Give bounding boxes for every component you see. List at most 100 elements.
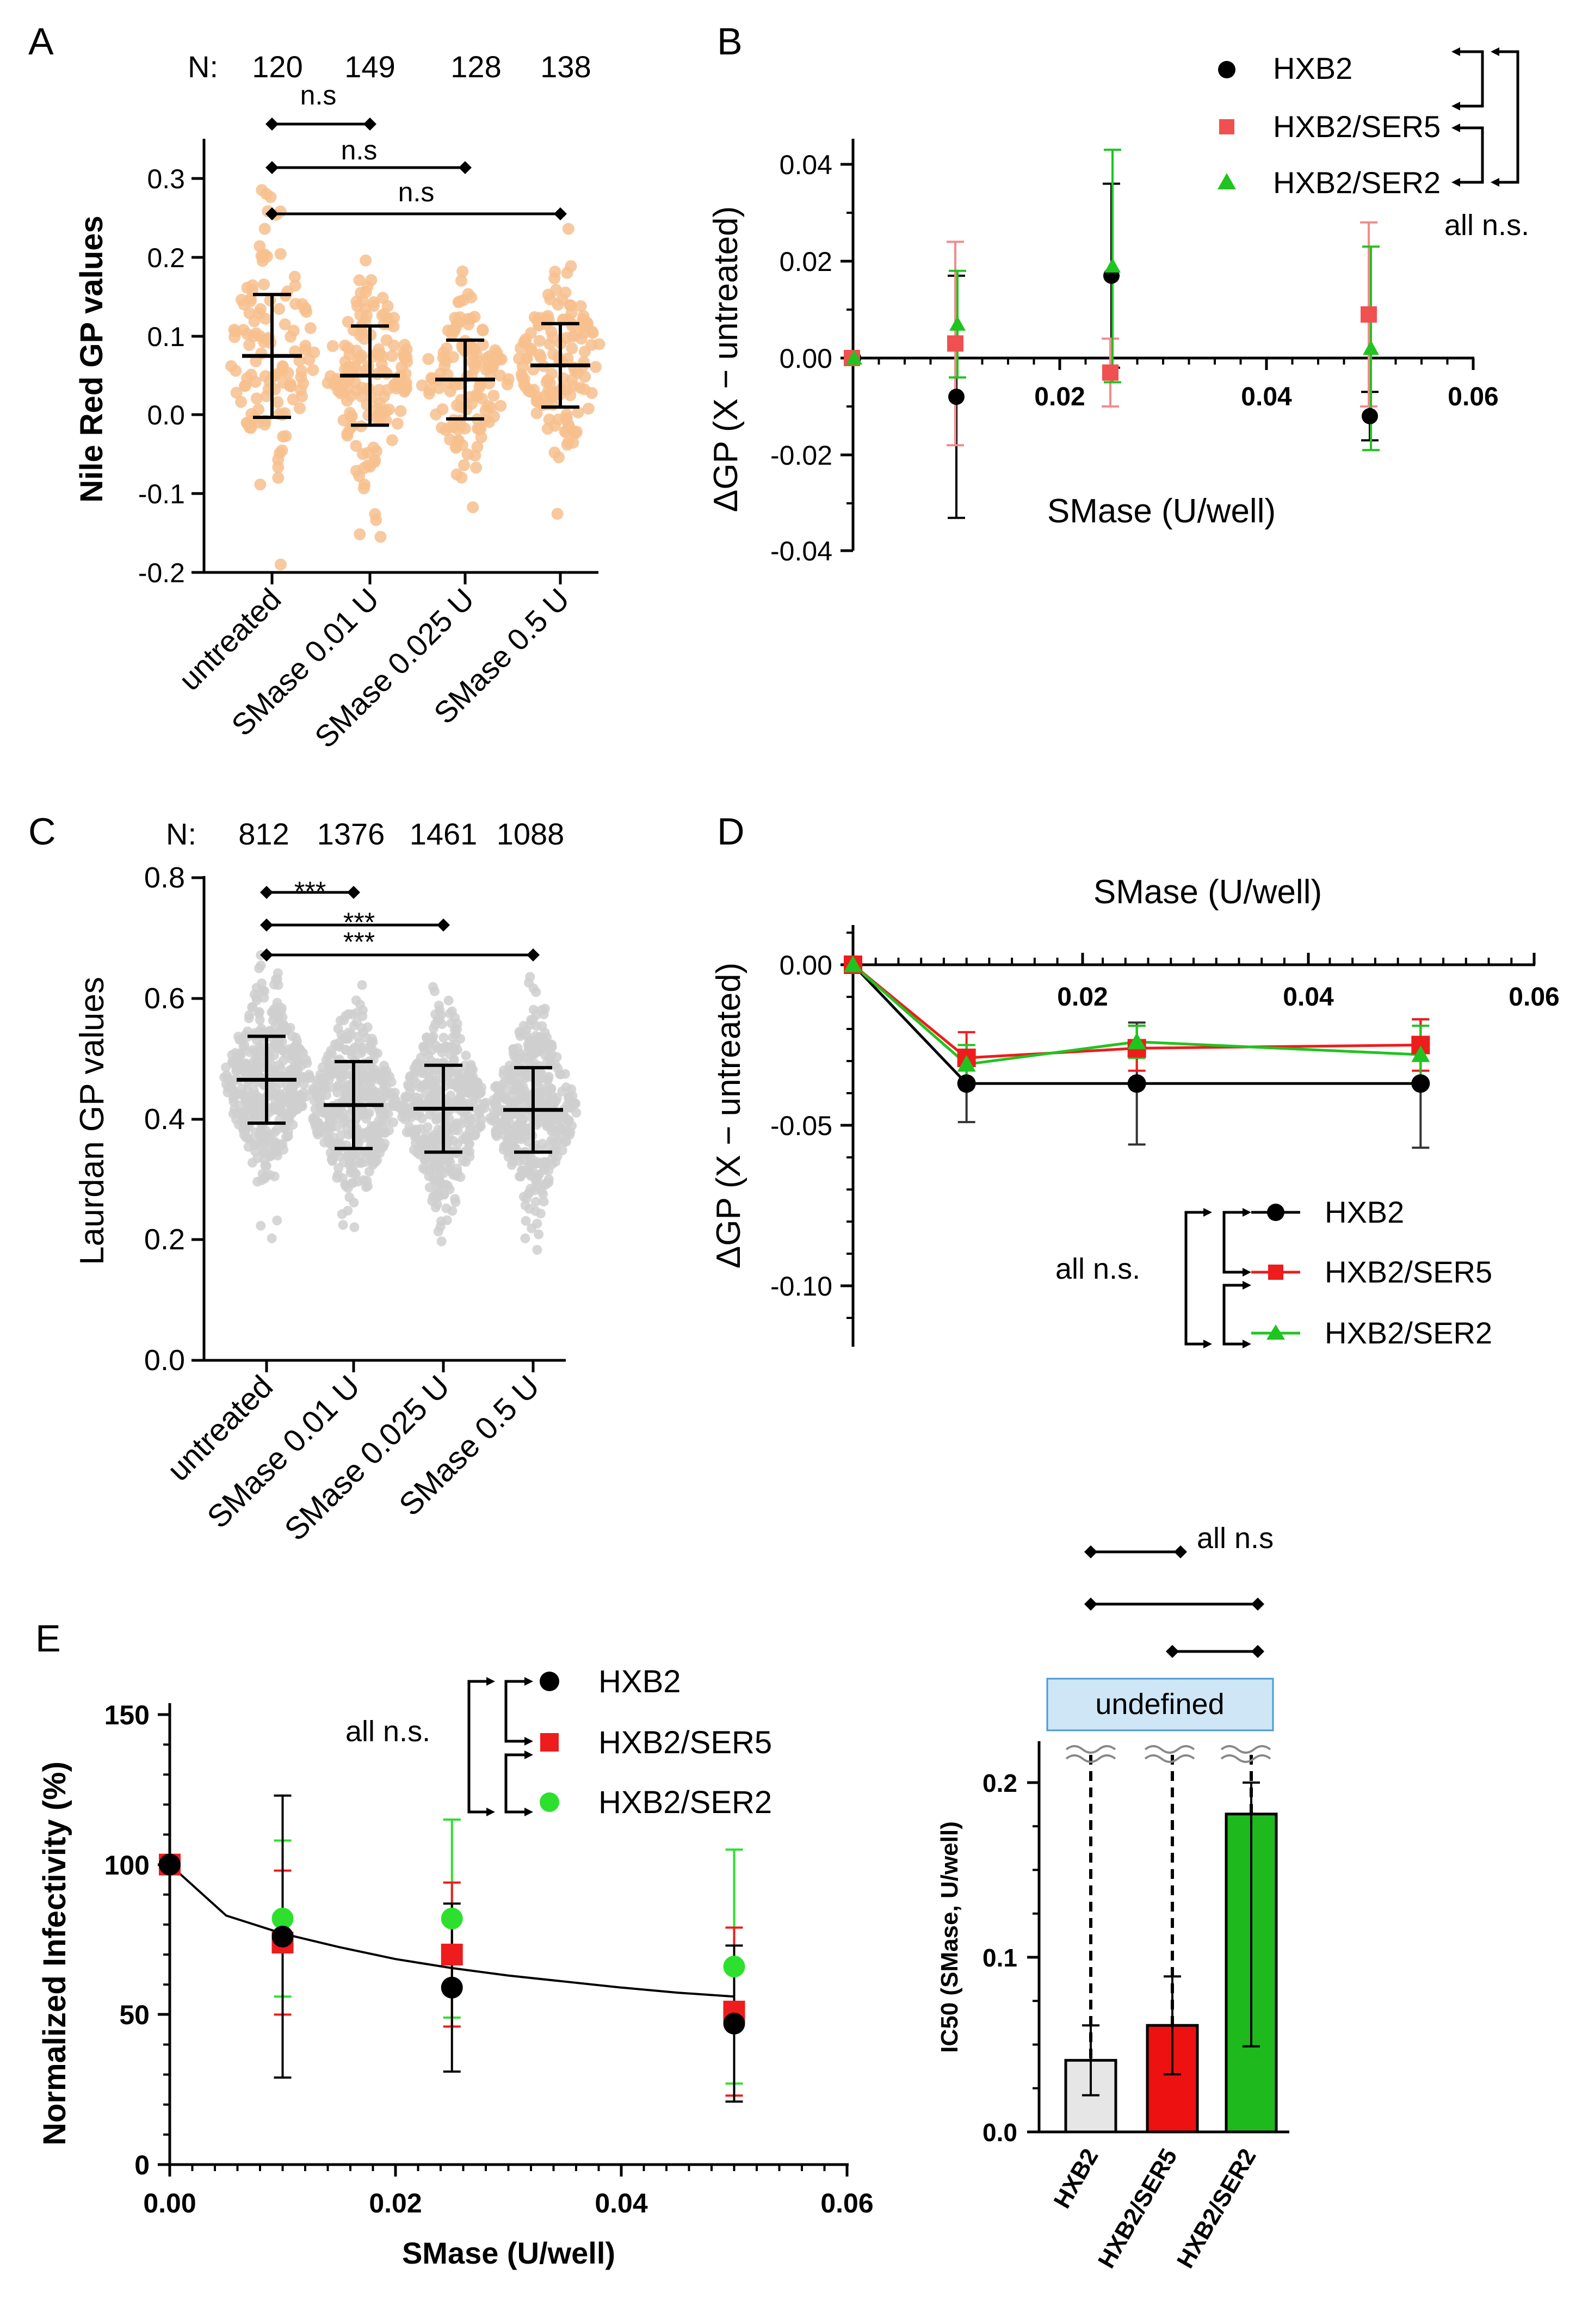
data-point <box>388 312 400 324</box>
panel-d-x-axis: 0.02 0.04 0.06 <box>853 953 1560 1012</box>
data-point <box>255 1130 265 1141</box>
data-point <box>559 286 572 299</box>
panel-b-ytick-label: 0.02 <box>780 246 832 277</box>
data-point <box>363 1076 374 1086</box>
data-point <box>512 1068 522 1078</box>
data-point <box>1411 1074 1430 1093</box>
legend-marker-ser2 <box>1266 1324 1285 1340</box>
panel-c-ytick-label: 0.2 <box>144 1223 185 1256</box>
data-point <box>341 429 354 442</box>
data-point <box>534 1229 544 1240</box>
data-point <box>422 353 435 365</box>
panel-c-points <box>219 950 582 1255</box>
data-point <box>424 384 436 396</box>
data-point <box>462 318 475 331</box>
panel-e-bar-chart: 0.0 0.1 0.2 IC50 (SMase, U/well) undefin… <box>936 1522 1289 2273</box>
data-point <box>1104 257 1121 273</box>
panel-c-ytick-label: 0.6 <box>144 982 185 1015</box>
data-point <box>431 1115 441 1125</box>
data-point <box>948 389 965 405</box>
data-point <box>345 1161 355 1170</box>
panel-d-letter: D <box>717 810 745 853</box>
panel-e-legend: HXB2 HXB2/SER5 HXB2/SER2 all n.s. <box>345 1664 772 1820</box>
data-point <box>561 267 573 279</box>
data-point <box>538 1189 548 1199</box>
panel-e-x-label: SMase (U/well) <box>402 2236 615 2270</box>
data-point <box>531 987 541 997</box>
data-point <box>341 1011 351 1021</box>
data-point <box>515 1116 526 1126</box>
data-point <box>315 1069 325 1080</box>
data-point <box>367 1126 377 1137</box>
data-point <box>430 986 440 996</box>
data-point <box>501 378 514 391</box>
data-point <box>520 1233 530 1243</box>
data-point <box>269 1050 279 1061</box>
data-point <box>287 393 299 405</box>
legend-label-ser2: HXB2/SER2 <box>598 1785 772 1820</box>
panel-c-sig-label: *** <box>294 876 326 907</box>
data-point <box>533 319 546 331</box>
data-point <box>271 1925 294 1947</box>
data-point <box>551 508 564 520</box>
data-point <box>387 1099 397 1109</box>
data-point <box>284 378 296 390</box>
panel-b-x-label: SMase (U/well) <box>1047 492 1276 530</box>
data-point <box>364 1167 374 1177</box>
data-point <box>456 265 469 278</box>
data-point <box>479 414 492 426</box>
data-point <box>541 374 554 386</box>
data-point <box>438 1032 449 1043</box>
panel-a-ytick-label: 0.0 <box>147 400 185 430</box>
data-point <box>561 383 573 396</box>
legend-marker-ser5 <box>1268 1265 1283 1280</box>
data-point <box>400 1092 410 1102</box>
data-point <box>370 1087 380 1097</box>
data-point <box>261 1170 271 1181</box>
data-point <box>499 1065 509 1076</box>
data-point <box>503 1147 514 1157</box>
data-point <box>271 1907 294 1930</box>
data-point <box>480 1103 490 1113</box>
data-point <box>394 405 407 417</box>
data-point <box>336 1130 346 1141</box>
data-point <box>388 340 400 352</box>
data-point <box>267 1233 277 1243</box>
data-point <box>250 355 262 367</box>
data-point <box>530 407 543 420</box>
data-point <box>349 1222 360 1232</box>
data-point <box>421 1130 431 1141</box>
panel-a: A N: 120 149 128 138 -0.2 -0.1 0.0 0.1 0… <box>28 20 605 754</box>
data-point <box>259 1148 269 1158</box>
data-point <box>300 306 313 318</box>
legend-label-hxb2: HXB2 <box>1325 1195 1404 1229</box>
data-point <box>242 1085 252 1095</box>
data-point <box>344 1130 354 1139</box>
data-point <box>512 1043 523 1053</box>
panel-c-xtick-label: SMase 0.01 U <box>200 1368 367 1535</box>
panel-e-ytick-label: 100 <box>104 1850 150 1881</box>
panel-e-bar-ytick-label: 0.2 <box>982 1769 1017 1797</box>
data-point <box>539 1197 549 1207</box>
data-point <box>429 1167 439 1177</box>
data-point <box>358 332 370 345</box>
data-point <box>533 335 546 347</box>
data-point <box>446 1090 456 1101</box>
data-point <box>410 1130 421 1140</box>
legend-marker-hxb2 <box>1267 1204 1284 1221</box>
data-point <box>487 390 500 402</box>
data-point <box>542 288 554 301</box>
panel-b-ytick-label: -0.04 <box>770 536 832 566</box>
data-point <box>377 1124 387 1134</box>
data-point <box>251 1062 261 1072</box>
panel-d-xtick-label: 0.04 <box>1283 983 1334 1012</box>
data-point <box>441 1976 463 1999</box>
data-point <box>254 478 267 491</box>
panel-c-y-ticks: 0.0 0.2 0.4 0.6 0.8 <box>144 861 204 1377</box>
data-point <box>567 436 579 449</box>
panel-a-ytick-label: -0.1 <box>138 479 185 509</box>
data-point <box>225 360 237 372</box>
data-point <box>258 223 271 235</box>
data-point <box>440 1180 450 1190</box>
